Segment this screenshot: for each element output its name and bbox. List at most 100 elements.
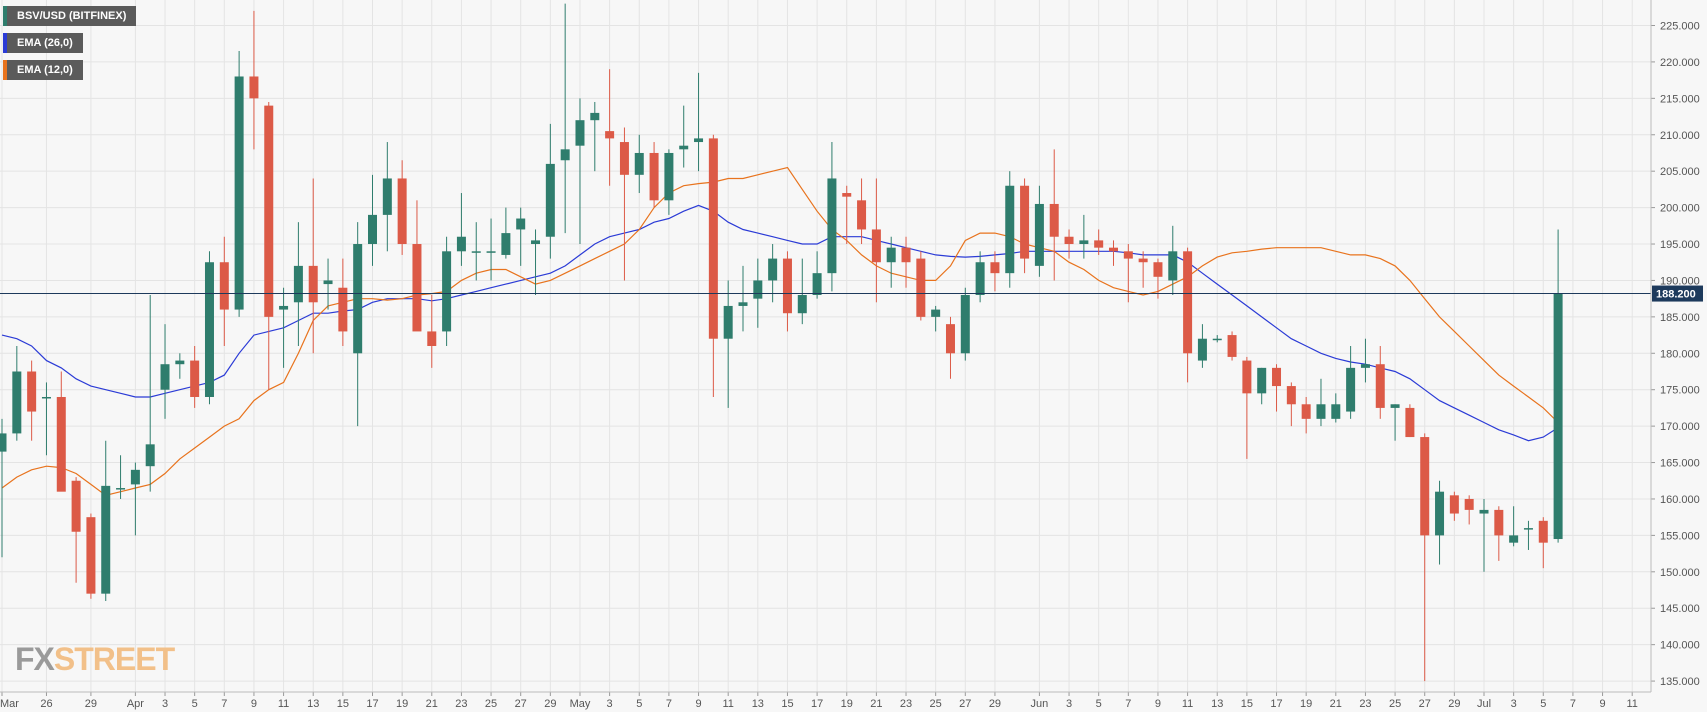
- x-tick-label: 21: [1330, 698, 1342, 710]
- x-tick-label: 13: [307, 698, 319, 710]
- candle: [1286, 382, 1296, 427]
- candle: [1449, 491, 1459, 521]
- candle: [501, 207, 511, 259]
- candle-body: [886, 247, 896, 263]
- x-tick-label: 21: [870, 698, 882, 710]
- candle: [116, 455, 126, 499]
- x-tick-label: 3: [607, 698, 613, 710]
- candle: [664, 149, 674, 215]
- candle-body: [605, 131, 615, 139]
- x-tick-label: 13: [752, 698, 764, 710]
- candle: [86, 513, 96, 599]
- candle-body: [145, 444, 155, 467]
- logo-street: STREET: [53, 641, 175, 677]
- x-tick-label: 5: [1540, 698, 1546, 710]
- x-tick-label: 17: [811, 698, 823, 710]
- candle: [960, 287, 970, 361]
- candle: [990, 251, 1000, 292]
- candle-body: [708, 138, 718, 339]
- legend-ema12[interactable]: EMA (12,0): [3, 60, 83, 80]
- candle-body: [1538, 520, 1548, 543]
- candle-body: [1449, 495, 1459, 514]
- candle-body: [1494, 509, 1504, 536]
- candle-body: [234, 76, 244, 310]
- candle: [1420, 433, 1430, 682]
- candle: [1257, 367, 1267, 405]
- x-tick-label: 5: [1096, 698, 1102, 710]
- y-tick-label: 210.000: [1660, 130, 1700, 142]
- candle: [41, 382, 51, 456]
- candle: [516, 207, 526, 266]
- candle: [338, 258, 348, 346]
- grid: [0, 0, 1651, 692]
- candle-body: [590, 112, 600, 121]
- candle-body: [545, 163, 555, 237]
- candle: [1316, 378, 1326, 427]
- candle-body: [1064, 236, 1074, 245]
- candle-body: [1212, 338, 1222, 341]
- candle: [279, 287, 289, 368]
- candle: [797, 258, 807, 325]
- x-tick-label: Apr: [127, 698, 144, 710]
- legend-ema26[interactable]: EMA (26,0): [3, 33, 83, 53]
- candle-body: [1123, 251, 1133, 259]
- candle: [871, 178, 881, 303]
- x-tick-label: 3: [1511, 698, 1517, 710]
- candle-body: [27, 371, 37, 412]
- candle: [204, 251, 214, 405]
- candle-body: [382, 178, 392, 215]
- candle: [738, 265, 748, 332]
- y-tick-label: 170.000: [1660, 421, 1700, 433]
- candle: [1020, 178, 1030, 274]
- y-tick-label: 150.000: [1660, 567, 1700, 579]
- candle-body: [1049, 203, 1059, 237]
- candle-body: [397, 178, 407, 245]
- last-price-line: 188.200: [0, 285, 1703, 302]
- x-tick-label: 9: [251, 698, 257, 710]
- candle-body: [0, 433, 7, 452]
- candle: [190, 346, 200, 408]
- x-tick-label: 25: [930, 698, 942, 710]
- candle-body: [1316, 404, 1326, 419]
- candle: [857, 178, 867, 245]
- candle: [442, 236, 452, 346]
- candle-body: [442, 251, 452, 332]
- candle-body: [1375, 364, 1385, 408]
- candle: [12, 346, 22, 441]
- x-tick-label: 17: [1270, 698, 1282, 710]
- x-tick-label: 19: [841, 698, 853, 710]
- candle: [412, 200, 422, 332]
- candle-body: [279, 305, 289, 310]
- x-tick-label: 9: [1599, 698, 1605, 710]
- candle-body: [1197, 338, 1207, 361]
- candle-body: [1509, 535, 1519, 543]
- candle-body: [531, 240, 541, 245]
- candle: [590, 101, 600, 172]
- candle: [1494, 506, 1504, 561]
- candle: [1331, 393, 1341, 423]
- candle-body: [1390, 404, 1400, 408]
- candle: [1153, 258, 1163, 299]
- candle-body: [264, 105, 274, 317]
- legend-symbol[interactable]: BSV/USD (BITFINEX): [3, 6, 137, 26]
- candle: [1538, 517, 1548, 569]
- candle: [1553, 229, 1563, 543]
- candle-body: [931, 309, 941, 317]
- x-tick-label: 29: [989, 698, 1001, 710]
- candle: [1227, 331, 1237, 361]
- x-tick-label: 27: [515, 698, 527, 710]
- candle: [842, 185, 852, 245]
- x-tick-label: 25: [1389, 698, 1401, 710]
- x-tick-label: 11: [1182, 698, 1193, 710]
- candle-body: [975, 262, 985, 296]
- candle: [234, 50, 244, 317]
- y-tick-label: 195.000: [1660, 239, 1700, 251]
- x-tick-label: 27: [1419, 698, 1431, 710]
- candle: [486, 218, 496, 281]
- candle-body: [1435, 491, 1445, 536]
- x-axis: Mar 26 29 Apr 3 5 7 9 11 13 15 17 19 21 23 25 27 29 May 3 5 7…: [0, 691, 1651, 710]
- y-tick-label: 145.000: [1660, 603, 1700, 615]
- candle: [308, 178, 318, 354]
- candle-body: [427, 331, 437, 346]
